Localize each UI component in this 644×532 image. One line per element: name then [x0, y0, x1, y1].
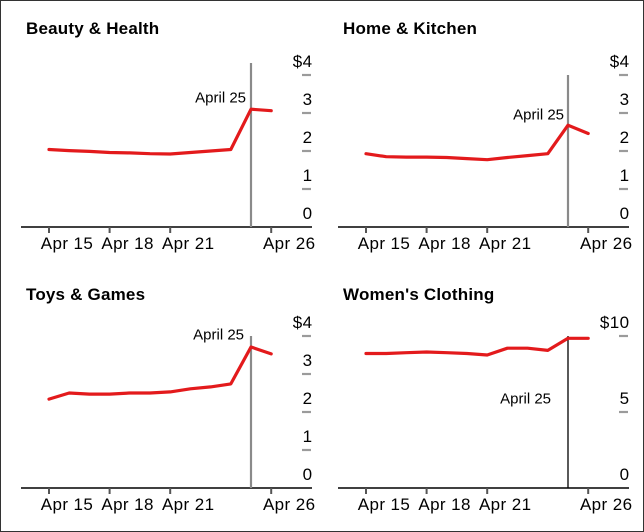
- chart-title: Women's Clothing: [343, 285, 495, 304]
- x-tick-label: Apr 21: [162, 234, 215, 253]
- x-tick-label: Apr 26: [263, 495, 316, 514]
- y-tick-label: 0: [303, 465, 313, 484]
- x-tick-label: Apr 21: [162, 495, 215, 514]
- x-tick-label: Apr 26: [580, 495, 633, 514]
- y-tick-label: $4: [293, 313, 313, 332]
- x-tick-label: Apr 21: [479, 234, 532, 253]
- chart-title: Beauty & Health: [26, 19, 160, 38]
- event-label: April 25: [195, 90, 246, 107]
- x-tick-label: Apr 15: [41, 495, 94, 514]
- y-tick-label: 2: [303, 128, 313, 147]
- chart-panel-womens-clothing: Women's Clothing Apr 15 Apr 18 Apr 21 Apr 2…: [318, 267, 643, 531]
- price-line: [47, 107, 273, 156]
- chart-panel-toys-games: Toys & Games Apr 15 Apr 18 Apr 21 Apr 26 $4 3…: [1, 267, 328, 531]
- y-tick-label: 0: [303, 204, 313, 223]
- chart-canvas-home-kitchen: Apr 15 Apr 18 Apr 21 Apr 26 $4 3 2 1 0 April 25: [338, 52, 633, 253]
- y-tick-label: 3: [303, 351, 313, 370]
- x-tick-label: Apr 26: [263, 234, 316, 253]
- event-label: April 25: [500, 391, 551, 408]
- y-tick-label: 5: [620, 389, 630, 408]
- event-label: April 25: [513, 107, 564, 124]
- x-tick-label: Apr 15: [358, 495, 411, 514]
- x-tick-label: Apr 26: [580, 234, 633, 253]
- y-tick-label: 2: [620, 128, 630, 147]
- y-tick-label: 1: [620, 166, 630, 185]
- price-line: [364, 123, 590, 162]
- y-tick-label: 1: [303, 166, 313, 185]
- chart-panel-home-kitchen: Home & Kitchen Apr 15 Apr 18 Apr 21 Apr 26 $…: [318, 1, 643, 267]
- y-tick-label: 0: [620, 204, 630, 223]
- event-label: April 25: [193, 327, 244, 344]
- chart-canvas-womens-clothing: Apr 15 Apr 18 Apr 21 Apr 26 $10 5 0 April 25: [338, 313, 633, 514]
- y-tick-label: $4: [293, 52, 313, 71]
- y-tick-label: 3: [620, 90, 630, 109]
- y-tick-label: 3: [303, 90, 313, 109]
- chart-canvas-toys-games: Apr 15 Apr 18 Apr 21 Apr 26 $4 3 2 1 0 April 25: [21, 313, 316, 514]
- price-line: [364, 336, 590, 357]
- y-tick-label: 2: [303, 389, 313, 408]
- x-tick-label: Apr 21: [479, 495, 532, 514]
- y-tick-label: $4: [610, 52, 630, 71]
- x-tick-label: Apr 15: [358, 234, 411, 253]
- chart-title: Toys & Games: [26, 285, 146, 304]
- x-tick-label: Apr 18: [418, 495, 471, 514]
- price-line: [47, 345, 273, 401]
- y-tick-label: 1: [303, 427, 313, 446]
- y-tick-label: $10: [600, 313, 630, 332]
- chart-canvas-beauty-health: Apr 15 Apr 18 Apr 21 Apr 26 $4 3 2 1 0 April 25: [21, 52, 316, 253]
- x-tick-label: Apr 18: [101, 234, 154, 253]
- x-tick-label: Apr 15: [41, 234, 94, 253]
- x-tick-label: Apr 18: [418, 234, 471, 253]
- chart-title: Home & Kitchen: [343, 19, 478, 38]
- y-tick-label: 0: [620, 465, 630, 484]
- chart-panel-beauty-health: Beauty & Health Apr 15 Apr 18 Apr 21 Apr 26…: [1, 1, 328, 267]
- x-tick-label: Apr 18: [101, 495, 154, 514]
